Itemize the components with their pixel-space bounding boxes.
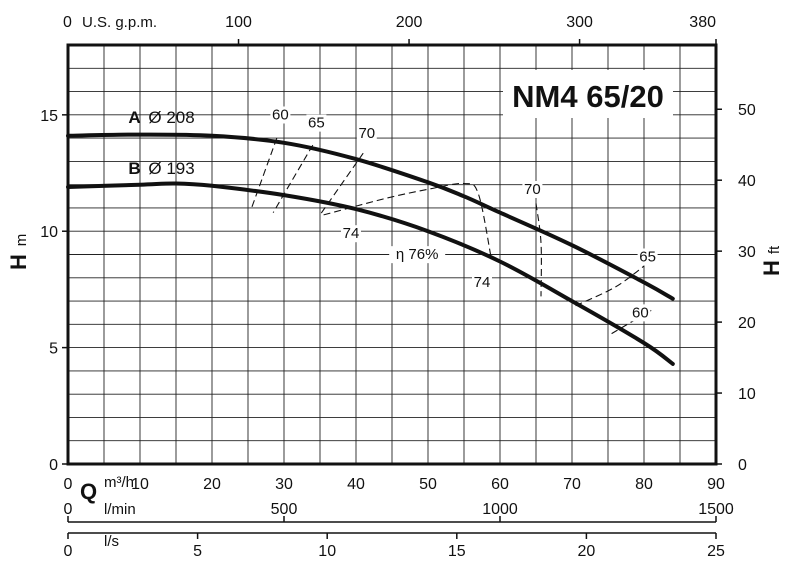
h-m-tick-label: 5 — [49, 341, 58, 358]
efficiency-labels: 60 65 70 74 74 70 65 60 η 76% — [270, 106, 658, 322]
q-ls-tick-label: 15 — [448, 543, 466, 560]
series-diameter-b: Ø 193 — [148, 159, 194, 178]
q-m3h-tick-label: 0 — [64, 476, 73, 493]
h-ft-tick-label: 40 — [738, 173, 756, 190]
q-m3h-tick-label: 30 — [275, 476, 293, 493]
series-diameter-a: Ø 208 — [148, 108, 194, 127]
q-m3h-tick-label: 20 — [203, 476, 221, 493]
series-name-a: A — [128, 108, 140, 127]
h-m-tick-label: 0 — [49, 457, 58, 474]
h-ft-tick-label: 10 — [738, 386, 756, 403]
h-m-unit: m — [13, 234, 30, 247]
efficiency-label-bg — [522, 180, 543, 198]
efficiency-line-65 — [272, 144, 314, 213]
q-ls-tick-label: 0 — [64, 543, 73, 560]
efficiency-label-bg — [472, 274, 492, 292]
h-ft-tick-label: 20 — [738, 315, 756, 332]
h-ft-tick-label: 50 — [738, 102, 756, 119]
q-usgpm-tick-label: 100 — [225, 14, 252, 31]
h-ft-tick-label: 0 — [738, 457, 747, 474]
title-box: NM4 65/20 — [503, 70, 673, 118]
plot-frame — [66, 43, 718, 466]
q-m3h-tick-label: 90 — [707, 476, 725, 493]
h-m-tick-label: 15 — [40, 108, 58, 125]
efficiency-line-65 — [575, 265, 645, 307]
efficiency-label: 65 — [639, 248, 656, 265]
efficiency-label: 60 — [632, 304, 649, 321]
q-m3h-tick-label: 10 — [131, 476, 149, 493]
q-ls-tick-label: 10 — [318, 543, 336, 560]
q-lmin-tick-label: 0 — [64, 501, 73, 518]
title-box-background — [503, 70, 673, 118]
q-lmin-tick-label: 1000 — [482, 501, 518, 518]
pump-curves — [66, 132, 675, 366]
q-usgpm-tick-label: 380 — [689, 14, 716, 31]
q-m3h-tick-label: 80 — [635, 476, 653, 493]
q-usgpm-tick-label: 300 — [566, 14, 593, 31]
h-axis-name: H — [6, 254, 31, 270]
efficiency-label: 74 — [343, 225, 360, 242]
q-lmin-tick-label: 500 — [271, 501, 298, 518]
efficiency-line-60 — [611, 309, 652, 335]
m3h-unit: m³/h — [104, 474, 134, 491]
usgpm-unit: U.S. g.p.m. — [82, 14, 157, 31]
q-m3h-tick-label: 70 — [563, 476, 581, 493]
chart-title: NM4 65/20 — [512, 79, 664, 114]
curve-a — [66, 132, 675, 301]
q-ls-tick-label: 25 — [707, 543, 725, 560]
q-axis-name: Q — [80, 479, 97, 504]
efficiency-label: 70 — [524, 181, 541, 198]
efficiency-line-74 — [323, 182, 492, 260]
efficiency-label-bg — [630, 304, 651, 322]
h-ft-unit: ft — [766, 245, 783, 254]
efficiency-lines — [251, 137, 652, 335]
efficiency-label-bg — [306, 114, 327, 132]
q-m3h-tick-label: 60 — [491, 476, 509, 493]
efficiency-line-60 — [251, 137, 278, 209]
efficiency-label: 65 — [308, 115, 325, 132]
efficiency-label-bg — [389, 246, 446, 264]
efficiency-label-bg — [340, 225, 361, 243]
lmin-unit: l/min — [104, 501, 136, 518]
efficiency-label: 74 — [474, 274, 491, 291]
h-m-tick-label: 10 — [40, 224, 58, 241]
curve-b — [66, 181, 675, 366]
q-m3h-tick-label: 40 — [347, 476, 365, 493]
efficiency-label-bg — [637, 248, 658, 266]
efficiency-label: 60 — [272, 106, 289, 123]
q-ls-tick-label: 20 — [578, 543, 596, 560]
efficiency-label-bg — [356, 125, 377, 143]
q-ls-tick-label: 5 — [193, 543, 202, 560]
ls-unit: l/s — [104, 533, 119, 550]
series-labels: A Ø 208 B Ø 193 — [128, 108, 194, 178]
efficiency-line-70 — [319, 152, 364, 216]
efficiency-label: 70 — [358, 125, 375, 142]
h-ft-axis-name: H — [759, 260, 784, 276]
series-name-b: B — [128, 159, 140, 178]
best-efficiency-label: η 76% — [396, 246, 439, 263]
efficiency-label-bg — [270, 106, 291, 124]
q-m3h-tick-label: 50 — [419, 476, 437, 493]
q-usgpm-tick-label: 200 — [396, 14, 423, 31]
q-lmin-tick-label: 1500 — [698, 501, 734, 518]
q-usgpm-tick-label: 0 — [63, 14, 72, 31]
h-ft-tick-label: 30 — [738, 244, 756, 261]
